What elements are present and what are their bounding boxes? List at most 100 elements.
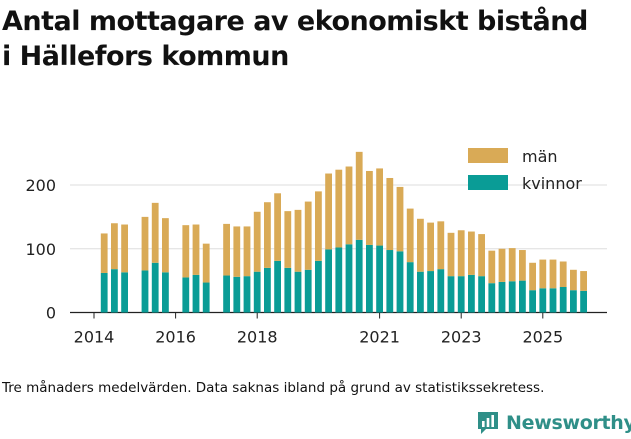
bar-man — [519, 250, 526, 281]
bar-kvinnor — [223, 275, 230, 313]
bar-man — [274, 193, 281, 261]
footnote: Tre månaders medelvärden. Data saknas ib… — [2, 380, 545, 396]
x-tick-label: 2023 — [441, 328, 482, 347]
bar-man — [427, 222, 434, 272]
bar-man — [264, 202, 271, 268]
chart-title-line-1: Antal mottagare av ekonomiskt bistånd — [2, 6, 588, 37]
bar-kvinnor — [559, 287, 567, 313]
bar-kvinnor — [141, 270, 149, 313]
bar-man — [396, 186, 404, 252]
bar-man — [335, 169, 343, 248]
bar-kvinnor — [508, 281, 516, 313]
bar-kvinnor — [233, 276, 241, 313]
bar-man — [202, 243, 210, 283]
bar-man — [570, 269, 577, 291]
bar-kvinnor — [243, 276, 251, 313]
bar-man — [100, 233, 108, 273]
brand-name: Newsworthy — [506, 412, 631, 434]
bar-man — [508, 248, 516, 282]
bar-kvinnor — [192, 274, 200, 313]
bar-kvinnor — [111, 269, 118, 313]
bar-kvinnor — [529, 290, 536, 313]
bar-kvinnor — [162, 272, 169, 313]
bar-kvinnor — [304, 269, 312, 313]
newsworthy-logo-icon — [478, 412, 498, 434]
bar-man — [233, 226, 241, 277]
bar-man — [284, 211, 292, 268]
bar-man — [141, 216, 149, 271]
bar-kvinnor — [294, 271, 302, 313]
bar-kvinnor — [182, 277, 190, 313]
bar-man — [539, 259, 547, 289]
bar-kvinnor — [264, 267, 271, 313]
bar-man — [498, 248, 506, 282]
bar-man — [111, 223, 118, 270]
bar-man — [478, 234, 485, 277]
bar-kvinnor — [325, 249, 332, 313]
bar-man — [366, 170, 373, 245]
bar-kvinnor — [468, 274, 475, 313]
x-tick-label: 2014 — [74, 328, 115, 347]
bar-man — [182, 225, 190, 278]
bar-kvinnor — [539, 288, 547, 313]
legend-label-man: män — [522, 147, 558, 166]
bar-man — [549, 259, 557, 289]
bar-kvinnor — [274, 260, 281, 313]
bar-man — [529, 262, 536, 291]
chart-title-line-2: i Hällefors kommun — [2, 41, 289, 72]
bar-man — [406, 208, 414, 263]
legend-swatch-man — [468, 148, 508, 163]
bar-man — [304, 201, 312, 270]
x-tick-label: 2016 — [155, 328, 196, 347]
bar-man — [151, 202, 159, 263]
bar-man — [559, 261, 567, 287]
bar-man — [162, 218, 169, 273]
bar-man — [488, 250, 496, 284]
x-tick-label: 2025 — [522, 328, 563, 347]
legend-swatch-kvinnor — [468, 175, 508, 190]
bar-man — [223, 223, 230, 276]
bar-man — [437, 221, 445, 270]
bar-man — [417, 218, 424, 272]
bar-man — [457, 230, 465, 277]
x-tick-label: 2018 — [237, 328, 278, 347]
bar-kvinnor — [151, 262, 159, 313]
bar-kvinnor — [355, 239, 363, 313]
brand[interactable]: Newsworthy — [476, 408, 631, 438]
bar-man — [355, 151, 363, 240]
bar-man — [243, 226, 251, 277]
bar-kvinnor — [437, 269, 445, 313]
bar-kvinnor — [345, 244, 353, 313]
chart-title: Antal mottagare av ekonomiskt bistånd i … — [2, 4, 627, 74]
bar-kvinnor — [202, 282, 210, 313]
bar-kvinnor — [406, 262, 414, 313]
bar-man — [447, 232, 455, 277]
bar-kvinnor — [284, 267, 292, 313]
bar-man — [294, 209, 302, 272]
x-tick-label: 2021 — [359, 328, 400, 347]
bar-man — [468, 231, 475, 275]
bar-kvinnor — [396, 251, 404, 313]
bar-man — [121, 224, 128, 273]
bar-kvinnor — [121, 272, 128, 313]
stacked-bar-chart: 0 100 200 2014 2016 2018 2021 2023 2025 män kvinno… — [25, 147, 607, 347]
bar-kvinnor — [100, 272, 108, 313]
bar-kvinnor — [580, 290, 587, 313]
bar-kvinnor — [335, 247, 343, 313]
y-tick-label: 0 — [46, 304, 56, 323]
bar-man — [253, 211, 261, 272]
bar-kvinnor — [549, 288, 557, 313]
bar-kvinnor — [315, 260, 322, 313]
y-tick-label: 200 — [25, 176, 56, 195]
bar-kvinnor — [427, 271, 434, 313]
bar-kvinnor — [366, 244, 373, 313]
bar-man — [325, 173, 332, 250]
legend-label-kvinnor: kvinnor — [522, 174, 582, 193]
bar-man — [386, 177, 394, 251]
bar-kvinnor — [570, 290, 577, 313]
bar-kvinnor — [447, 276, 455, 313]
bar-kvinnor — [386, 250, 394, 313]
bar-man — [580, 271, 587, 291]
bar-kvinnor — [253, 271, 261, 313]
bar-man — [345, 166, 353, 245]
